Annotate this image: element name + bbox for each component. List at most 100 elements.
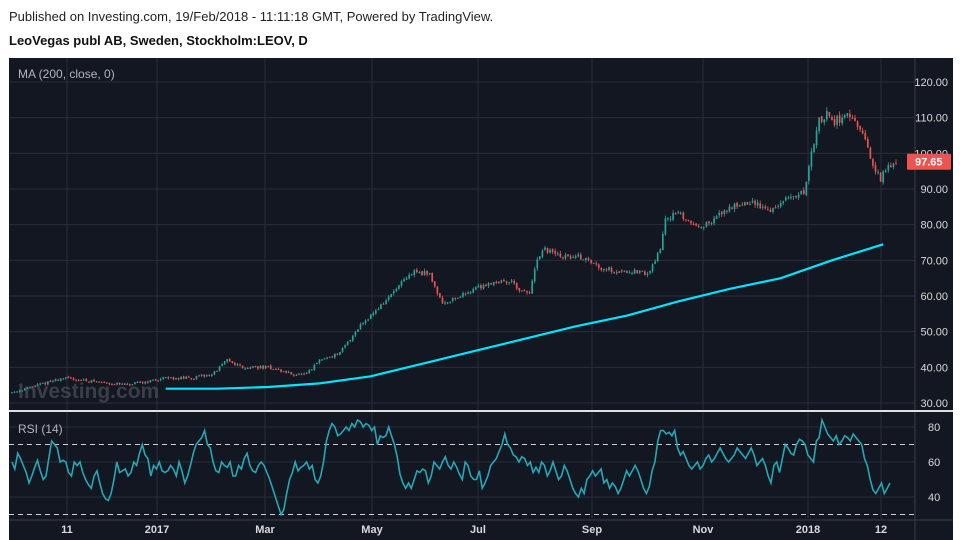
candle[interactable]: [697, 223, 700, 228]
candle[interactable]: [231, 361, 234, 364]
candle[interactable]: [257, 365, 259, 371]
candle[interactable]: [108, 382, 111, 386]
candle[interactable]: [795, 195, 797, 200]
candle[interactable]: [129, 383, 131, 387]
candle[interactable]: [656, 252, 659, 263]
candle[interactable]: [782, 200, 785, 206]
candle[interactable]: [431, 272, 434, 283]
candle[interactable]: [167, 376, 170, 380]
candle[interactable]: [293, 373, 295, 377]
candle[interactable]: [449, 301, 451, 304]
candle[interactable]: [890, 162, 892, 168]
candle[interactable]: [187, 375, 190, 378]
candle[interactable]: [344, 344, 346, 349]
candle[interactable]: [334, 353, 336, 359]
candle[interactable]: [203, 374, 206, 378]
candle[interactable]: [856, 120, 859, 130]
candle[interactable]: [513, 279, 516, 285]
candle[interactable]: [705, 221, 708, 228]
candle[interactable]: [62, 378, 65, 380]
candle[interactable]: [275, 368, 277, 371]
candle[interactable]: [741, 201, 744, 206]
candle[interactable]: [54, 378, 57, 382]
candle[interactable]: [195, 375, 198, 380]
rsi-line[interactable]: [11, 417, 891, 517]
candle[interactable]: [88, 381, 90, 384]
candle[interactable]: [290, 371, 293, 375]
candle[interactable]: [223, 360, 226, 365]
candle[interactable]: [18, 389, 21, 393]
candle[interactable]: [39, 382, 42, 386]
candle[interactable]: [590, 259, 592, 265]
candle[interactable]: [105, 382, 108, 385]
candle[interactable]: [341, 347, 344, 353]
candle[interactable]: [843, 113, 846, 119]
candle[interactable]: [718, 210, 721, 218]
candle[interactable]: [405, 276, 408, 281]
candle[interactable]: [392, 289, 395, 296]
candle[interactable]: [439, 292, 441, 299]
candle[interactable]: [580, 252, 582, 260]
candle[interactable]: [47, 381, 49, 386]
candle[interactable]: [533, 267, 536, 284]
candle[interactable]: [462, 291, 464, 298]
candle[interactable]: [70, 376, 72, 379]
candle[interactable]: [505, 280, 508, 285]
candle[interactable]: [357, 328, 359, 333]
candle[interactable]: [170, 377, 172, 379]
candle[interactable]: [369, 314, 372, 320]
candle[interactable]: [303, 372, 305, 376]
candle[interactable]: [216, 370, 218, 372]
candle[interactable]: [418, 270, 421, 274]
candle[interactable]: [503, 278, 505, 282]
candle[interactable]: [790, 193, 792, 200]
candle[interactable]: [139, 380, 141, 383]
candle[interactable]: [620, 269, 623, 274]
candle[interactable]: [446, 302, 449, 305]
candle[interactable]: [833, 115, 836, 128]
candle[interactable]: [336, 353, 339, 356]
candle[interactable]: [264, 365, 267, 369]
candle[interactable]: [244, 367, 247, 370]
candle[interactable]: [29, 386, 31, 388]
candle[interactable]: [492, 281, 495, 287]
candle[interactable]: [349, 339, 352, 343]
candle[interactable]: [433, 281, 436, 289]
candle[interactable]: [636, 269, 639, 274]
candle[interactable]: [123, 382, 126, 385]
candle[interactable]: [472, 287, 475, 294]
candle[interactable]: [518, 287, 521, 293]
candle[interactable]: [667, 217, 669, 222]
candle[interactable]: [277, 367, 280, 371]
candle[interactable]: [631, 271, 633, 275]
candle[interactable]: [618, 270, 621, 274]
candle[interactable]: [864, 129, 867, 141]
candle[interactable]: [613, 271, 615, 275]
candle[interactable]: [272, 368, 275, 371]
candle[interactable]: [828, 111, 831, 118]
candle[interactable]: [346, 341, 349, 346]
candle[interactable]: [500, 279, 503, 284]
candle[interactable]: [464, 292, 467, 296]
candle[interactable]: [726, 210, 728, 215]
candle[interactable]: [746, 201, 749, 205]
candle[interactable]: [810, 147, 813, 171]
candle[interactable]: [398, 284, 400, 290]
candle[interactable]: [659, 248, 662, 254]
candle[interactable]: [603, 268, 605, 273]
candle[interactable]: [280, 369, 282, 373]
candle[interactable]: [454, 297, 457, 301]
candle[interactable]: [11, 392, 13, 394]
candle[interactable]: [836, 114, 838, 129]
candle[interactable]: [362, 322, 364, 326]
candle[interactable]: [177, 377, 180, 381]
candle[interactable]: [410, 273, 413, 276]
candle[interactable]: [851, 114, 854, 120]
candle[interactable]: [813, 143, 815, 153]
candle[interactable]: [226, 358, 229, 363]
candle[interactable]: [562, 256, 564, 260]
candle[interactable]: [403, 277, 405, 282]
candle[interactable]: [52, 379, 54, 383]
candle[interactable]: [308, 368, 311, 374]
candle[interactable]: [95, 380, 98, 383]
